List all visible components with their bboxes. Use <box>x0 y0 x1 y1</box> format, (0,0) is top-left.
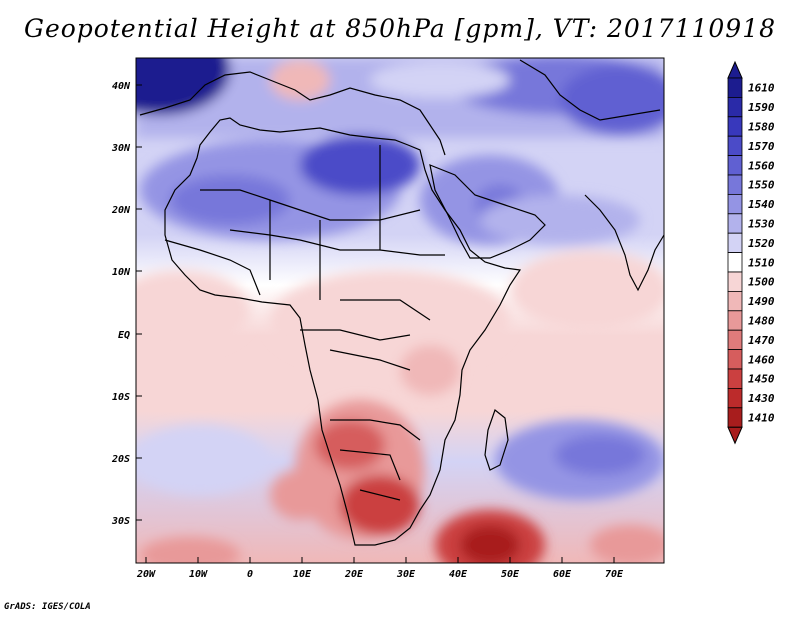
colorbar-swatch <box>727 193 743 215</box>
height-field <box>136 58 664 563</box>
colorbar-label: 1460 <box>748 353 775 366</box>
lat-label: 30N <box>111 143 131 154</box>
colorbar-swatch <box>727 290 743 312</box>
lon-label: 20E <box>344 569 364 580</box>
colorbar-swatch <box>727 387 743 409</box>
lon-axis: 20W 10W 0 10E 20E 30E 40E 50E 60E 70E <box>136 557 624 580</box>
colorbar-swatch <box>727 329 743 351</box>
colorbar-label: 1450 <box>748 373 775 386</box>
lon-label: 20W <box>136 569 156 580</box>
credit-label: GrADS: IGES/COLA <box>4 602 91 612</box>
colorbar-label: 1520 <box>748 237 775 250</box>
colorbar-swatch <box>727 271 743 292</box>
lon-label: 60E <box>553 569 572 580</box>
lat-label: 10S <box>112 392 130 403</box>
colorbar-swatch <box>727 310 743 331</box>
colorbar-label: 1410 <box>748 412 775 425</box>
colorbar-label: 1490 <box>748 295 775 308</box>
map-frame <box>135 57 665 564</box>
colorbar-swatch <box>727 349 743 370</box>
colorbar-swatch <box>727 97 743 118</box>
colorbar-swatch <box>727 155 743 176</box>
colorbar-label: 1510 <box>748 256 775 269</box>
colorbar-swatch <box>727 116 743 137</box>
colorbar-swatch <box>727 232 743 253</box>
colorbar-label: 1430 <box>748 392 775 405</box>
lon-label: 40E <box>449 569 468 580</box>
colorbar-swatch <box>727 252 743 273</box>
lat-label: EQ <box>118 330 130 341</box>
colorbar-swatch <box>727 174 743 195</box>
colorbar-label: 1550 <box>748 179 775 192</box>
lon-label: 10W <box>189 569 208 580</box>
lon-label: 30E <box>396 569 416 580</box>
colorbar-swatch <box>727 368 743 389</box>
colorbar-arrow-top <box>727 60 743 79</box>
colorbar: 1610 1590 1580 1570 1560 1550 1540 1530 1520 1510… <box>727 60 775 445</box>
colorbar-swatch <box>727 77 743 98</box>
lon-label: 50E <box>501 569 520 580</box>
lon-label: 0 <box>247 569 253 580</box>
colorbar-label: 1580 <box>748 121 775 134</box>
map-title: Geopotential Height at 850hPa [gpm], VT:… <box>23 14 777 43</box>
colorbar-label: 1480 <box>748 315 775 328</box>
lat-label: 30S <box>111 516 130 527</box>
colorbar-label: 1470 <box>748 334 775 347</box>
lat-label: 40N <box>112 81 131 92</box>
colorbar-swatch <box>727 407 743 428</box>
lon-label: 10E <box>293 569 312 580</box>
colorbar-label: 1530 <box>748 218 775 231</box>
colorbar-label: 1560 <box>748 159 775 172</box>
colorbar-label: 1500 <box>748 276 775 289</box>
colorbar-label: 1590 <box>748 101 775 114</box>
lat-label: 20N <box>111 205 131 216</box>
colorbar-swatch <box>727 213 743 234</box>
colorbar-label: 1570 <box>748 140 775 153</box>
colorbar-label: 1610 <box>748 82 775 95</box>
lon-label: 70E <box>605 569 624 580</box>
lat-label: 10N <box>112 267 131 278</box>
colorbar-arrow-bottom <box>727 426 743 445</box>
lat-label: 20S <box>111 454 130 465</box>
colorbar-swatch <box>727 135 743 156</box>
coastlines <box>139 59 664 546</box>
lat-axis: 40N 30N 20N 10N EQ 10S 20S 30S <box>111 81 142 527</box>
colorbar-label: 1540 <box>748 198 775 211</box>
